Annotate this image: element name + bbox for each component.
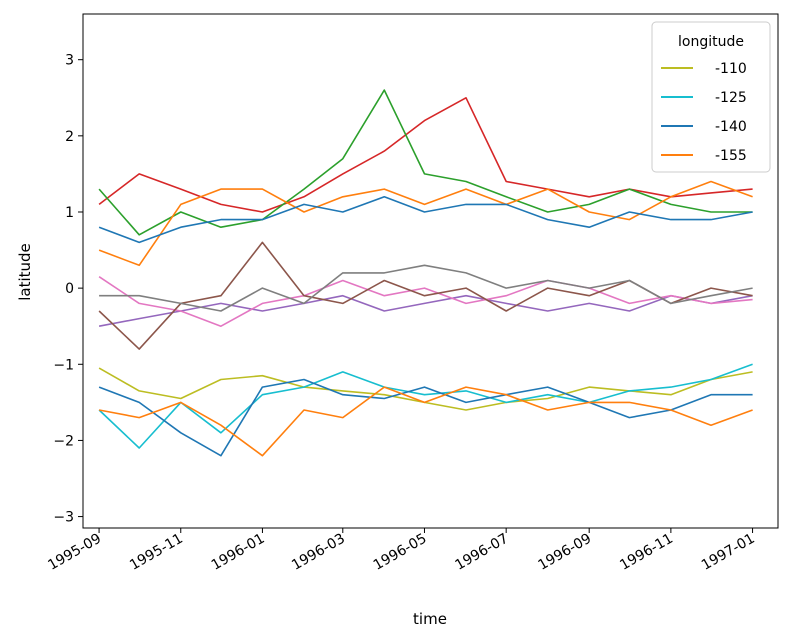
legend-box (651, 21, 771, 173)
x-tick-label: 1996-11 (617, 531, 676, 574)
x-tick-label: 1997-01 (699, 531, 758, 574)
series-line-8 (98, 294, 753, 327)
legend: longitude -110 -125 -140 -155 (651, 21, 771, 173)
series-layer (98, 89, 753, 457)
series-line-1 (98, 363, 753, 449)
series-line-9 (98, 276, 753, 328)
series-line-11 (99, 264, 753, 312)
plot-frame (82, 13, 779, 529)
x-tick-label: 1996-05 (371, 531, 430, 574)
legend-label: -110 (715, 61, 747, 77)
x-tick-label: 1996-01 (209, 531, 268, 574)
x-tick-label: 1995-11 (127, 531, 186, 574)
legend-label: -125 (715, 90, 747, 106)
x-tick-label: 1996-09 (536, 531, 595, 574)
y-tick-label: −1 (53, 357, 74, 373)
legend-label: -155 (715, 148, 747, 164)
x-tick-label: 1996-07 (452, 531, 511, 574)
y-tick-label: 1 (65, 205, 74, 221)
y-tick-label: 3 (65, 53, 74, 69)
y-axis-ticks: −3 −2 −1 0 1 2 3 (53, 53, 83, 526)
legend-title: longitude (678, 34, 744, 50)
series-line-6 (98, 180, 753, 267)
x-axis-label: time (413, 610, 447, 628)
y-tick-label: −2 (53, 433, 74, 449)
series-line-7 (98, 196, 753, 244)
x-tick-label: 1995-09 (45, 531, 104, 574)
y-axis-label: latitude (16, 243, 34, 301)
y-tick-label: 2 (65, 129, 74, 145)
y-tick-label: −3 (53, 510, 74, 526)
x-tick-label: 1996-03 (289, 531, 348, 574)
series-line-4 (98, 97, 753, 213)
series-line-2 (98, 378, 753, 457)
legend-label: -140 (715, 119, 747, 135)
x-axis-ticks: 1995-09 1995-11 1996-01 1996-03 1996-05 1996-… (45, 528, 758, 574)
series-line-3 (98, 386, 753, 457)
y-tick-label: 0 (65, 281, 74, 297)
